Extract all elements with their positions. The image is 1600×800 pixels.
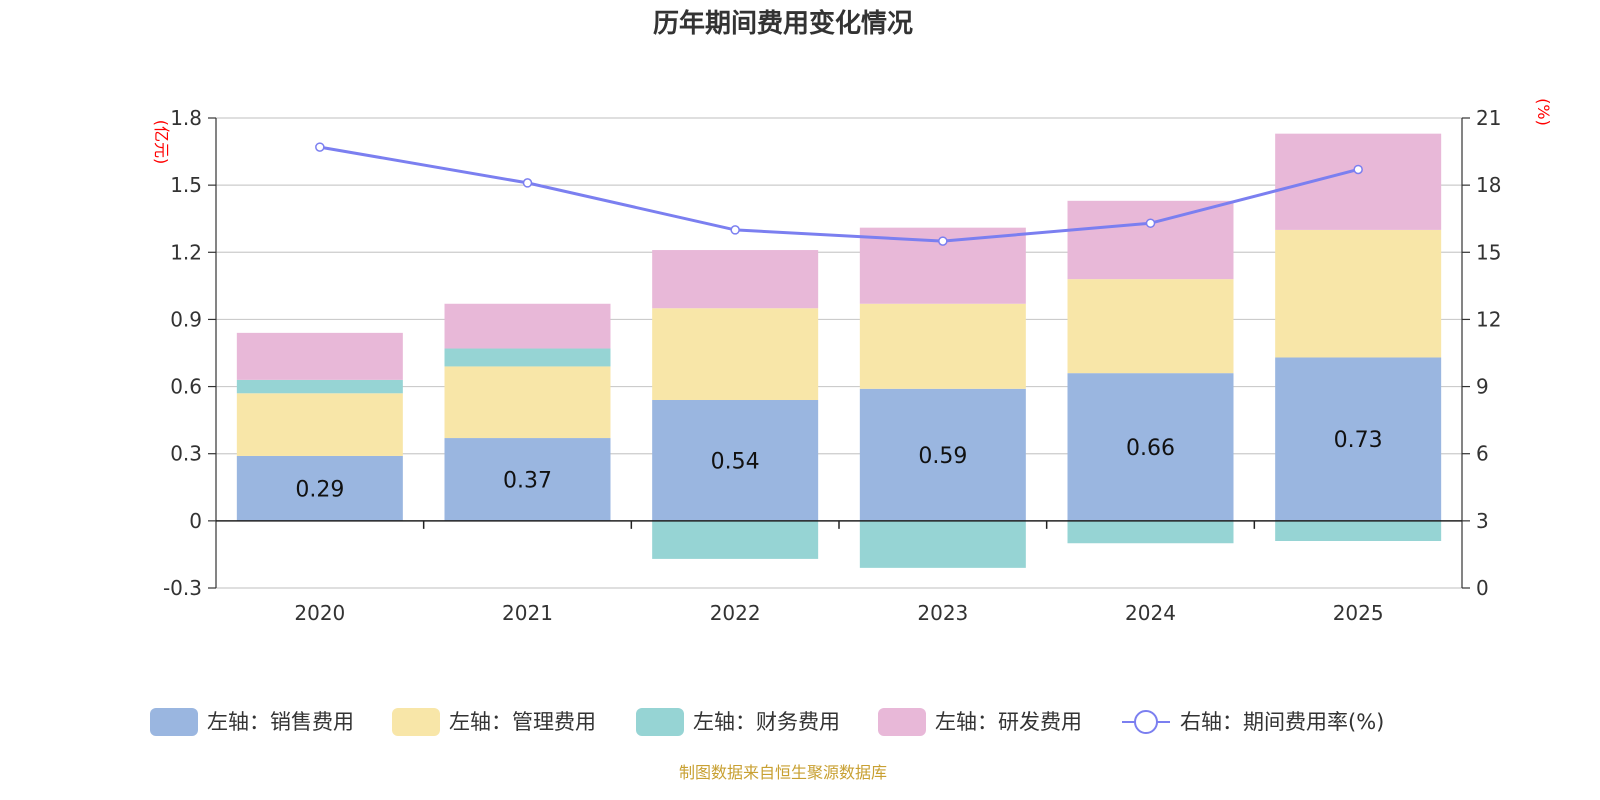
bar-3-2021[interactable] [444, 348, 611, 367]
left-axis-tick-label: 0.9 [170, 307, 202, 331]
legend: 左轴：销售费用 左轴：管理费用 左轴：财务费用 左轴：研发费用 右轴：期间费用率(%) [150, 708, 1384, 736]
bar-1-2021[interactable] [444, 438, 611, 521]
bar-3-2023[interactable] [859, 520, 1026, 568]
bar-2-2024[interactable] [1067, 279, 1234, 374]
right-axis-tick-label: 3 [1476, 509, 1489, 533]
legend-item-4[interactable]: 左轴：研发费用 [878, 708, 1082, 736]
legend-label: 左轴：财务费用 [693, 710, 840, 734]
left-axis-tick-label: 0.6 [170, 375, 202, 399]
legend-item-rate[interactable]: 右轴：期间费用率(%) [1122, 710, 1384, 734]
legend-swatch [392, 708, 440, 736]
legend-swatch [878, 708, 926, 736]
x-axis-tick-label: 2020 [294, 601, 345, 625]
legend-label: 左轴：管理费用 [449, 710, 596, 734]
bar-1-2023[interactable] [859, 388, 1026, 521]
legend-item-1[interactable]: 左轴：销售费用 [150, 708, 354, 736]
bar-data-label: 0.73 [1334, 428, 1383, 453]
bar-2-2023[interactable] [859, 303, 1026, 389]
legend-label: 右轴：期间费用率(%) [1180, 710, 1384, 734]
bar-data-label: 0.66 [1126, 436, 1175, 461]
left-axis-tick-label: -0.3 [163, 576, 202, 600]
legend-swatch [150, 708, 198, 736]
left-axis-tick-label: 1.8 [170, 106, 202, 130]
rate-point-2025[interactable] [1353, 164, 1363, 175]
right-axis-unit: (%) [1534, 98, 1553, 126]
right-axis-tick-label: 12 [1476, 307, 1501, 331]
bar-4-2021[interactable] [444, 303, 611, 349]
bar-4-2022[interactable] [652, 250, 819, 309]
bar-3-2025[interactable] [1275, 520, 1442, 541]
bar-2-2025[interactable] [1275, 229, 1442, 358]
bar-2-2020[interactable] [236, 393, 403, 456]
right-axis-tick-label: 18 [1476, 173, 1501, 197]
bar-4-2020[interactable] [236, 332, 403, 380]
bar-3-2022[interactable] [652, 520, 819, 559]
bar-2-2022[interactable] [652, 308, 819, 400]
x-axis-tick-label: 2023 [917, 601, 968, 625]
x-axis-tick-label: 2024 [1125, 601, 1176, 625]
right-axis-tick-label: 0 [1476, 576, 1489, 600]
legend-marker [1134, 710, 1158, 734]
right-axis-tick-label: 21 [1476, 106, 1501, 130]
bar-3-2020[interactable] [236, 379, 403, 394]
x-axis-tick-label: 2022 [710, 601, 761, 625]
right-axis-tick-label: 9 [1476, 375, 1489, 399]
legend-swatch [636, 708, 684, 736]
right-axis-tick-label: 15 [1476, 240, 1501, 264]
bar-1-2025[interactable] [1275, 357, 1442, 521]
rate-point-2020[interactable] [315, 142, 325, 152]
rate-line [319, 145, 1359, 243]
left-axis-unit: (亿元) [152, 120, 171, 165]
x-axis-tick-label: 2025 [1333, 601, 1384, 625]
bar-1-2024[interactable] [1067, 373, 1234, 521]
bar-1-2022[interactable] [652, 400, 819, 521]
right-axis-tick-label: 6 [1476, 442, 1489, 466]
bar-data-label: 0.59 [918, 444, 967, 469]
rate-point-2022[interactable] [730, 225, 740, 235]
bar-3-2024[interactable] [1067, 520, 1234, 544]
rate-point-2023[interactable] [938, 236, 948, 246]
legend-label: 左轴：销售费用 [207, 710, 354, 734]
legend-item-3[interactable]: 左轴：财务费用 [636, 708, 840, 736]
bar-data-label: 0.29 [295, 477, 344, 502]
bar-4-2025[interactable] [1275, 133, 1442, 230]
x-axis-tick-label: 2021 [502, 601, 553, 625]
bar-1-2020[interactable] [236, 455, 403, 521]
source-note: 制图数据来自恒生聚源数据库 [679, 763, 887, 782]
bar-data-label: 0.54 [711, 449, 760, 474]
legend-label: 左轴：研发费用 [935, 710, 1082, 734]
bar-data-label: 0.37 [503, 468, 552, 493]
bar-2-2021[interactable] [444, 366, 611, 439]
rate-point-2021[interactable] [522, 178, 533, 188]
rate-point-2024[interactable] [1145, 218, 1156, 228]
bar-4-2024[interactable] [1067, 200, 1234, 280]
left-axis-tick-label: 0 [189, 509, 202, 533]
chart-title: 历年期间费用变化情况 [653, 8, 913, 39]
left-axis-tick-label: 1.2 [170, 240, 202, 264]
left-axis-tick-label: 0.3 [170, 442, 202, 466]
legend-item-2[interactable]: 左轴：管理费用 [392, 708, 596, 736]
left-axis-tick-label: 1.5 [170, 173, 202, 197]
